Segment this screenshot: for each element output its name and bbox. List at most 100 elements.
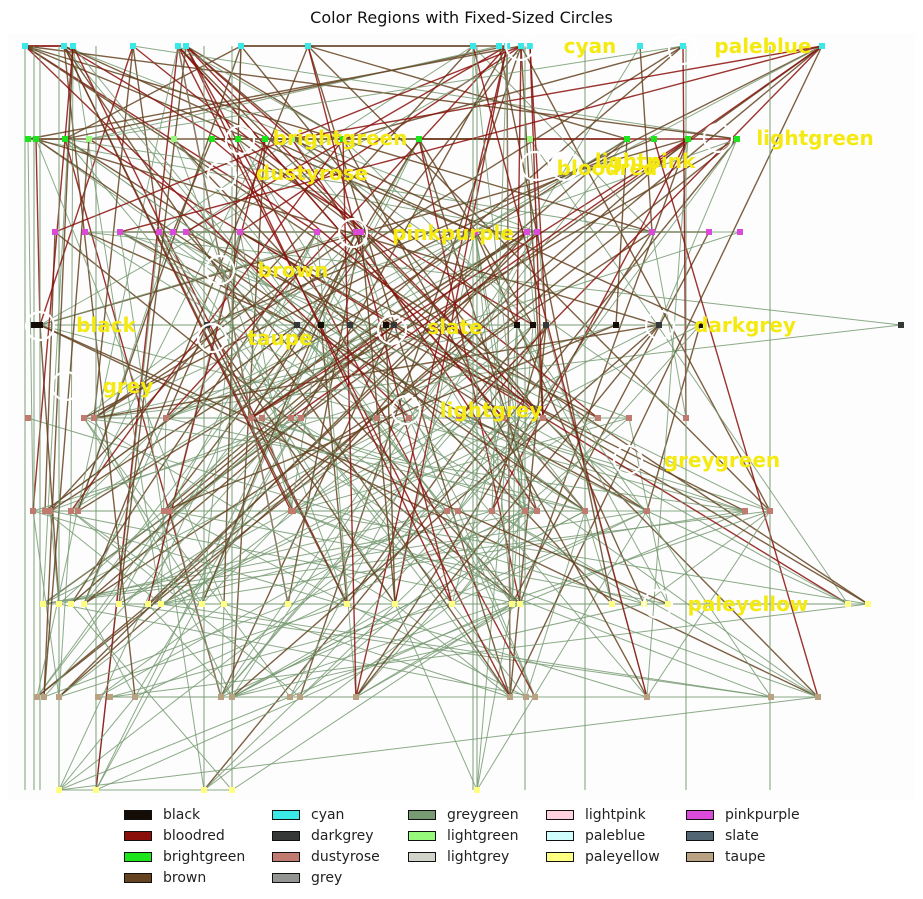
edge: [290, 417, 448, 512]
node-marker: [229, 694, 235, 700]
edge: [39, 45, 134, 326]
edge: [58, 603, 348, 698]
node-marker: [116, 601, 122, 607]
edge: [24, 45, 738, 140]
node-marker: [167, 508, 173, 514]
edge: [211, 138, 544, 419]
legend-swatch: [546, 851, 574, 862]
edge: [511, 324, 518, 605]
node-marker: [456, 415, 462, 421]
node-marker: [75, 508, 81, 514]
legend-swatch: [124, 872, 152, 883]
edge: [88, 45, 500, 140]
node-marker: [62, 136, 68, 142]
edge: [118, 603, 772, 698]
legend-swatch: [546, 830, 574, 841]
node-marker: [209, 136, 215, 142]
node-marker: [680, 43, 686, 49]
edge: [584, 510, 613, 605]
node-marker: [34, 694, 40, 700]
region-label-brightgreen: brightgreen: [273, 126, 408, 150]
node-marker: [68, 601, 74, 607]
edge: [24, 45, 410, 419]
legend-label: paleyellow: [585, 848, 660, 865]
node-marker: [56, 601, 62, 607]
node-marker: [91, 415, 97, 421]
node-marker: [383, 322, 389, 328]
node-marker: [472, 229, 478, 235]
edge: [173, 138, 348, 605]
node-marker: [391, 322, 397, 328]
legend-column: cyan darkgrey dustyrose grey: [272, 804, 380, 888]
node-marker: [82, 229, 88, 235]
node-marker: [175, 43, 181, 49]
region-circle-grey: [50, 370, 82, 402]
edge: [250, 138, 420, 419]
edge: [203, 138, 738, 791]
legend-label: lightgrey: [447, 848, 510, 865]
node-marker: [651, 136, 657, 142]
edge: [307, 45, 771, 512]
edge: [342, 45, 684, 140]
node-marker: [25, 415, 31, 421]
edge: [88, 138, 849, 605]
edge: [476, 510, 648, 791]
node-marker: [509, 601, 515, 607]
node-marker: [314, 229, 320, 235]
legend-item-slate: slate: [686, 825, 800, 846]
edge: [177, 45, 344, 140]
node-marker: [93, 787, 99, 793]
node-marker: [31, 322, 37, 328]
legend-label: slate: [725, 827, 759, 844]
node-marker: [22, 43, 28, 49]
node-marker: [517, 601, 523, 607]
node-marker: [665, 601, 671, 607]
edge: [63, 45, 511, 698]
edge: [542, 417, 648, 512]
node-marker: [767, 508, 773, 514]
legend-swatch: [272, 809, 300, 820]
node-marker: [40, 601, 46, 607]
node-marker: [706, 229, 712, 235]
legend-item-brightgreen: brightgreen: [124, 846, 245, 867]
edge: [160, 603, 772, 698]
node-marker: [865, 601, 871, 607]
node-marker: [609, 601, 615, 607]
region-circle-black: [24, 310, 56, 342]
edge: [43, 138, 90, 698]
edge: [35, 138, 41, 326]
node-marker: [518, 43, 524, 49]
edge: [491, 45, 508, 512]
edge: [88, 45, 684, 140]
region-labels: cyan paleblue brightgreen lightgreen lightpi…: [24, 30, 874, 620]
edge: [27, 138, 538, 233]
node-marker: [524, 229, 530, 235]
legend-swatch: [272, 872, 300, 883]
node-marker: [41, 694, 47, 700]
node-marker: [444, 508, 450, 514]
edge: [355, 45, 508, 698]
node-marker: [170, 229, 176, 235]
edge: [646, 510, 849, 605]
edge: [289, 417, 544, 698]
node-marker: [221, 601, 227, 607]
edge: [158, 231, 511, 698]
node-marker: [237, 229, 243, 235]
region-label-brown: brown: [258, 258, 329, 282]
node-marker: [392, 601, 398, 607]
edge: [39, 324, 669, 605]
edge: [220, 417, 410, 698]
edge: [165, 417, 586, 512]
node-marker: [489, 508, 495, 514]
node-marker: [218, 694, 224, 700]
region-label-dustyrose: dustyrose: [256, 161, 368, 185]
edge: [43, 417, 292, 698]
edge: [177, 45, 511, 698]
node-marker: [259, 415, 265, 421]
edge: [519, 510, 746, 605]
edge: [220, 603, 225, 698]
legend-label: paleblue: [585, 827, 646, 844]
legend-swatch: [686, 809, 714, 820]
node-marker: [637, 43, 643, 49]
node-marker: [156, 229, 162, 235]
